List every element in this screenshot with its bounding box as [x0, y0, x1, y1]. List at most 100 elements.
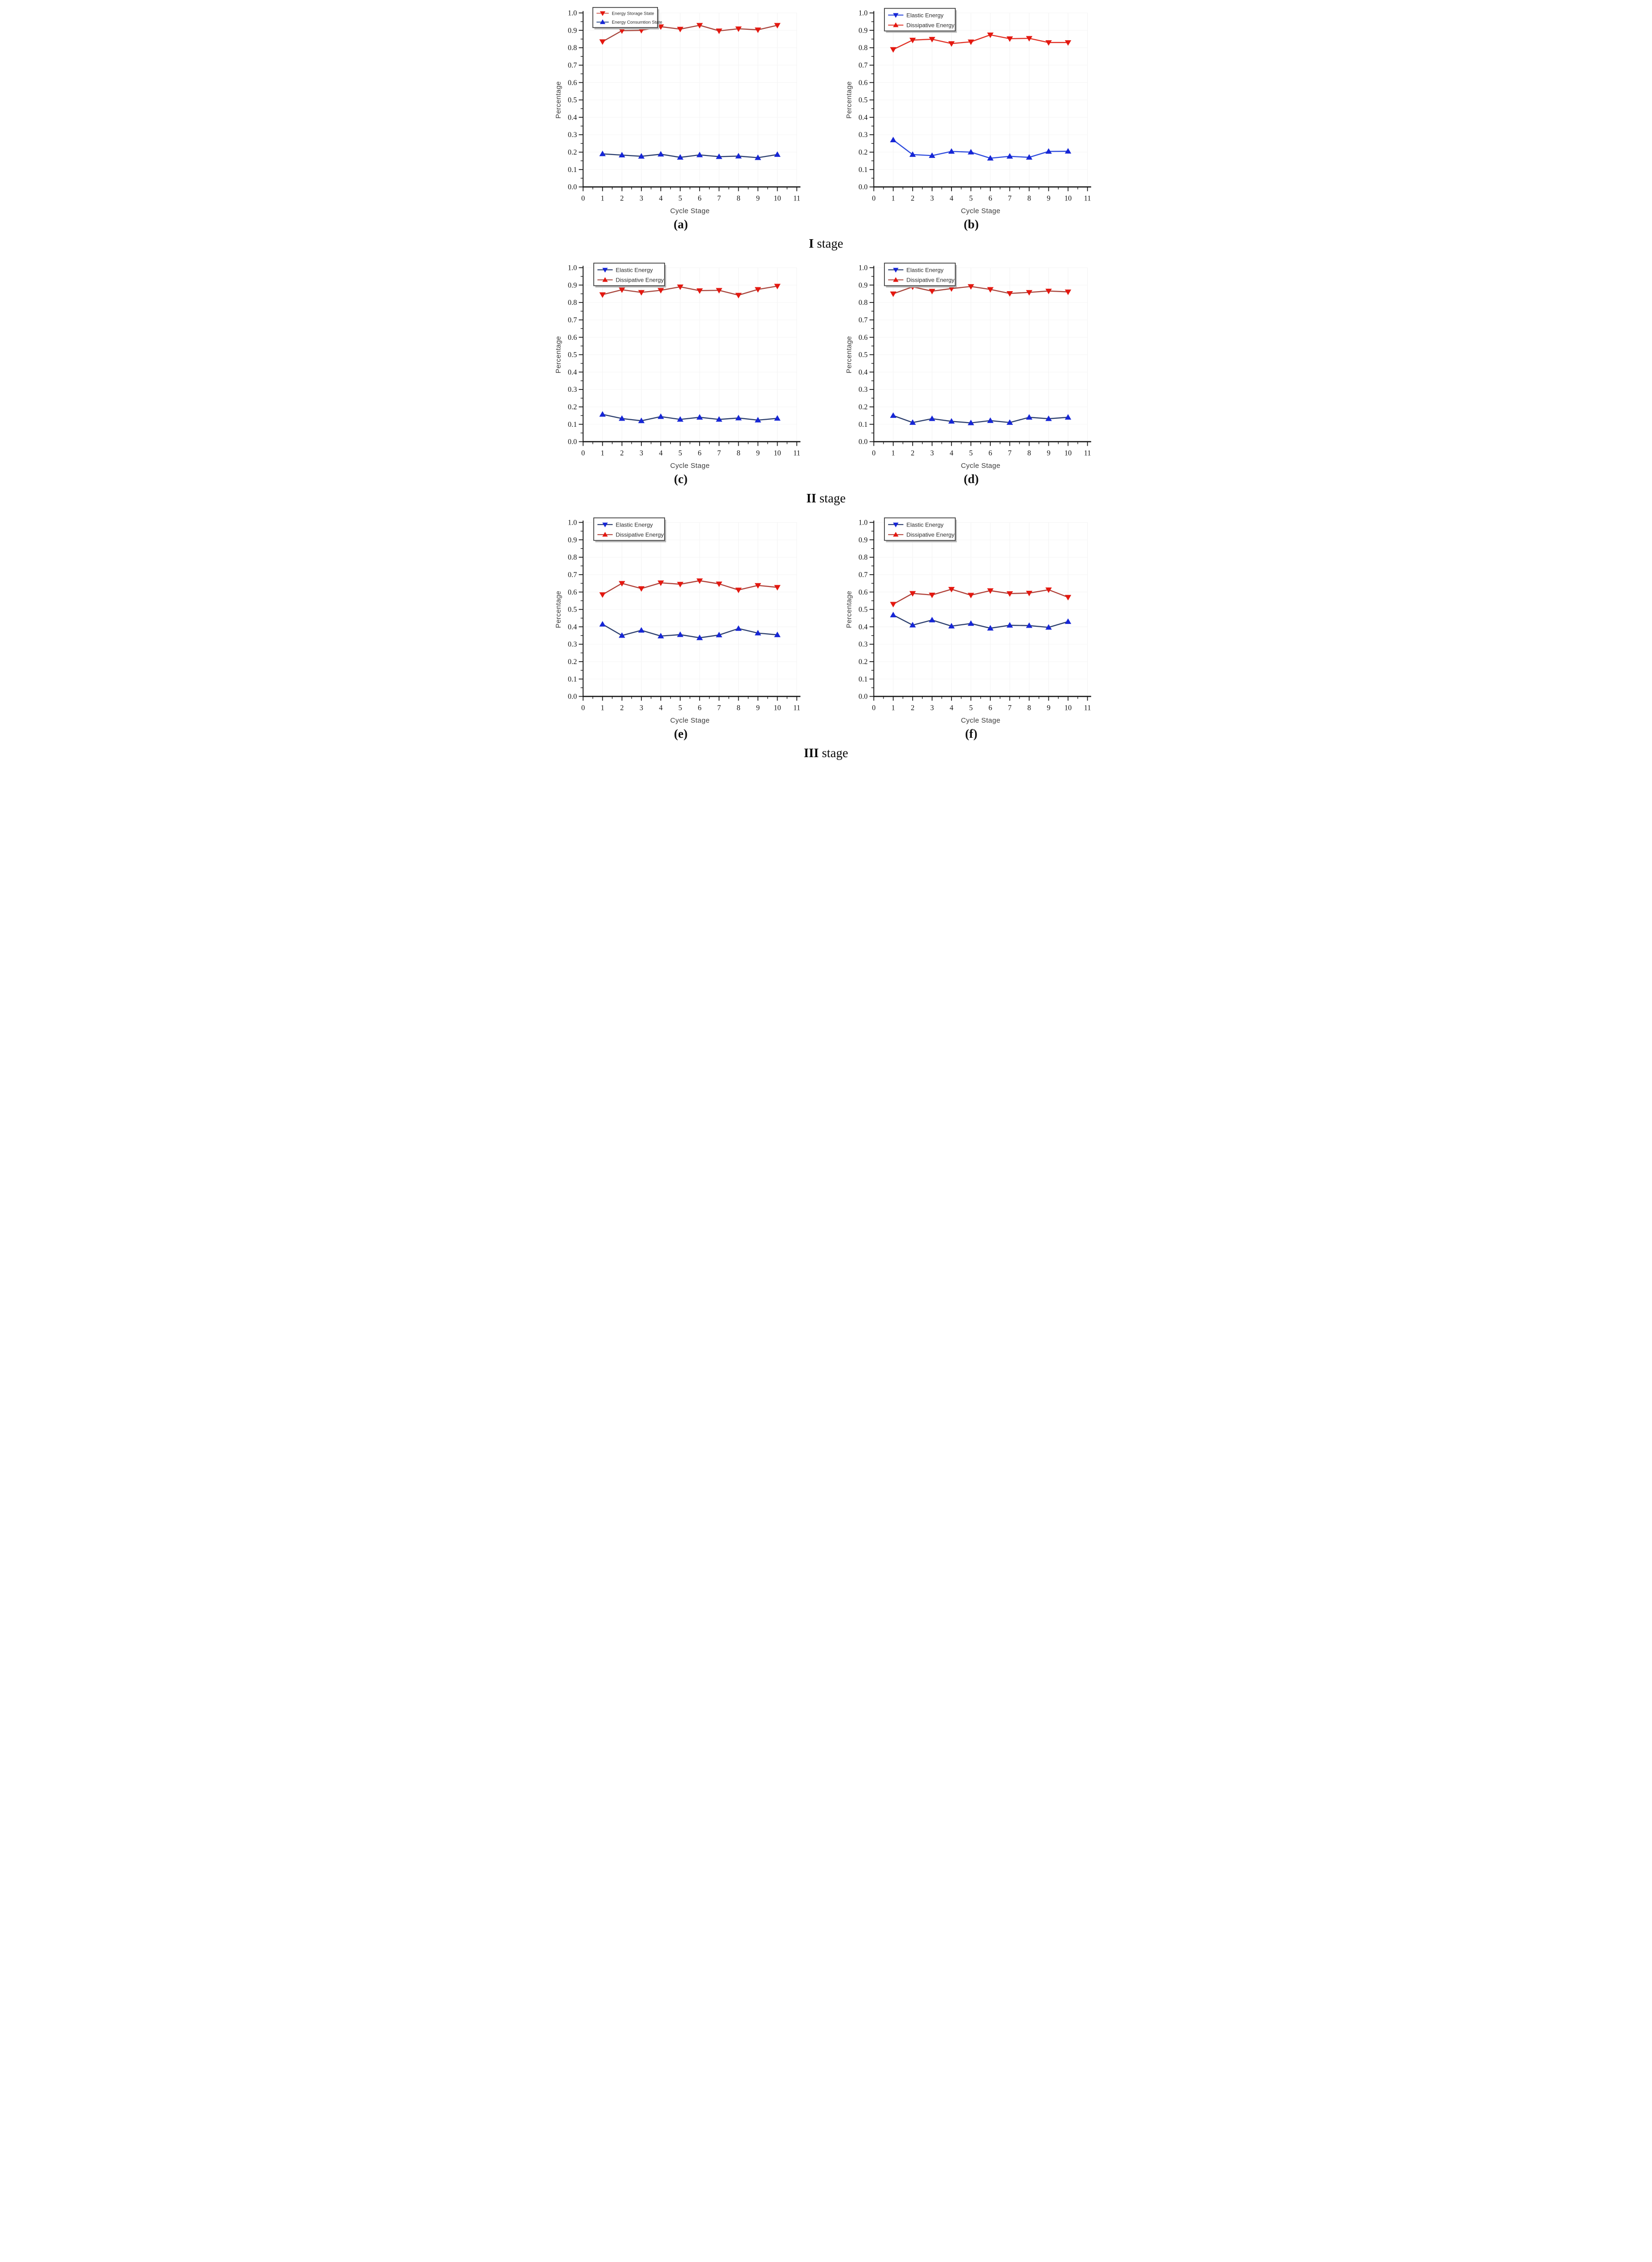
- tick-label: 0.6: [568, 334, 577, 342]
- tick-label: 0.4: [858, 368, 868, 376]
- stage-1-label: I stage: [551, 236, 1101, 251]
- tick-label: 0.3: [858, 640, 868, 648]
- data-point-marker: [599, 411, 606, 417]
- legend-marker: [892, 522, 899, 527]
- legend-box: [883, 518, 956, 541]
- tick-label: 0.3: [568, 131, 577, 139]
- series-line: [892, 415, 1068, 423]
- tick-label: 0.6: [568, 79, 577, 87]
- tick-label: 0.7: [568, 316, 577, 324]
- axes: 0 1 2 3 4 5 6 7 8 9 10 11 0.0 0.1 0.2 0.3 0.4 0.5 0.6 0.7 0.…: [845, 519, 1091, 725]
- tick-label: 7: [1008, 449, 1012, 458]
- data-point-marker: [696, 23, 703, 29]
- data-point-marker: [928, 37, 935, 43]
- data-point-marker: [948, 286, 955, 292]
- stage-3-charts-row: 0 1 2 3 4 5 6 7 8 9 10 11 0.0 0.1 0.2 0.3 0.4 0.5 0.6 0.7 0.…: [551, 513, 1101, 741]
- data-point-marker: [735, 293, 742, 299]
- data-point-marker: [1064, 595, 1071, 601]
- data-point-marker: [735, 625, 742, 631]
- legend-marker: [600, 11, 605, 16]
- legend-marker: [602, 268, 608, 273]
- data-point-marker: [735, 26, 742, 32]
- data-point-marker: [890, 412, 896, 418]
- tick-label: 0.5: [858, 96, 868, 104]
- tick-label: 7: [717, 704, 721, 712]
- tick-label: 0: [872, 704, 875, 712]
- tick-label: 5: [969, 704, 973, 712]
- tick-label: 0.6: [858, 79, 868, 87]
- tick-label: 2: [620, 195, 624, 203]
- tick-label: 0.3: [858, 386, 868, 394]
- data-point-marker: [677, 26, 683, 33]
- tick-label: 10: [1064, 704, 1072, 712]
- data-point-marker: [1026, 290, 1032, 296]
- tick-label: 2: [910, 195, 914, 203]
- tick-label: 0.3: [568, 386, 577, 394]
- data-point-marker: [754, 287, 761, 293]
- data-point-marker: [967, 39, 974, 45]
- tick-label: 0.6: [858, 334, 868, 342]
- series-line: [602, 580, 778, 596]
- tick-label: 0.6: [858, 588, 868, 596]
- legend-box: [883, 262, 956, 286]
- chart-f: 0 1 2 3 4 5 6 7 8 9 10 11 0.0 0.1 0.2 0.3 0.4 0.5 0.6 0.7 0.…: [843, 513, 1100, 741]
- series-line: [892, 139, 1068, 159]
- tick-label: 0: [581, 195, 585, 203]
- stage-2-charts-row: 0 1 2 3 4 5 6 7 8 9 10 11 0.0 0.1 0.2 0.3 0.4 0.5 0.6 0.7 0.…: [551, 259, 1101, 486]
- data-point-marker: [890, 602, 896, 608]
- data-point-marker: [774, 415, 781, 421]
- legend-label: Elastic Energy: [616, 521, 653, 528]
- data-point-marker: [948, 148, 955, 154]
- legend-marker: [892, 277, 899, 282]
- data-point-marker: [657, 24, 664, 30]
- series-dissipative-energy: [599, 578, 781, 598]
- tick-label: 0.2: [568, 658, 577, 666]
- tick-label: 0.0: [568, 438, 577, 446]
- tick-label: 6: [988, 195, 992, 203]
- y-axis-title: Percentage: [555, 81, 562, 119]
- data-point-marker: [1026, 154, 1032, 160]
- tick-label: 9: [756, 704, 760, 712]
- chart-d: 0 1 2 3 4 5 6 7 8 9 10 11 0.0 0.1 0.2 0.3 0.4 0.5 0.6 0.7 0.…: [843, 259, 1100, 486]
- tick-label: 0.8: [858, 299, 868, 307]
- data-point-marker: [967, 420, 974, 425]
- chart-c-caption: (c): [674, 472, 688, 486]
- data-point-marker: [638, 417, 645, 423]
- tick-label: 11: [1084, 704, 1091, 712]
- tick-label: 8: [736, 195, 740, 203]
- tick-label: 0.5: [568, 96, 577, 104]
- legend-box: [593, 262, 665, 286]
- series-line: [892, 34, 1068, 50]
- data-point-marker: [1045, 40, 1052, 46]
- legend-label: Dissipative Energy: [906, 22, 954, 29]
- tick-label: 1: [601, 449, 605, 458]
- data-point-marker: [909, 37, 916, 43]
- stage-1-word: stage: [817, 236, 843, 251]
- data-point-marker: [696, 578, 703, 584]
- data-point-marker: [619, 415, 625, 421]
- data-point-marker: [1045, 288, 1052, 294]
- data-point-marker: [696, 634, 703, 640]
- series-dissipative-energy: [890, 32, 1071, 53]
- tick-label: 6: [698, 195, 701, 203]
- data-point-marker: [986, 417, 994, 423]
- data-point-marker: [967, 593, 974, 599]
- series-line: [602, 285, 778, 296]
- data-point-marker: [716, 631, 723, 638]
- data-point-marker: [638, 627, 645, 633]
- x-axis-title: Cycle Stage: [960, 462, 1000, 470]
- data-point-marker: [696, 288, 703, 294]
- data-point-marker: [986, 155, 994, 161]
- tick-label: 5: [969, 449, 973, 458]
- data-point-marker: [754, 27, 761, 33]
- tick-label: 0.9: [568, 26, 577, 35]
- tick-label: 9: [756, 195, 760, 203]
- data-point-marker: [1006, 622, 1013, 628]
- data-point-marker: [948, 418, 955, 424]
- data-point-marker: [909, 419, 916, 425]
- tick-label: 10: [774, 449, 781, 458]
- tick-label: 1.0: [858, 519, 868, 527]
- tick-label: 0.6: [568, 588, 577, 596]
- tick-label: 0.8: [858, 553, 868, 561]
- data-point-marker: [657, 288, 664, 294]
